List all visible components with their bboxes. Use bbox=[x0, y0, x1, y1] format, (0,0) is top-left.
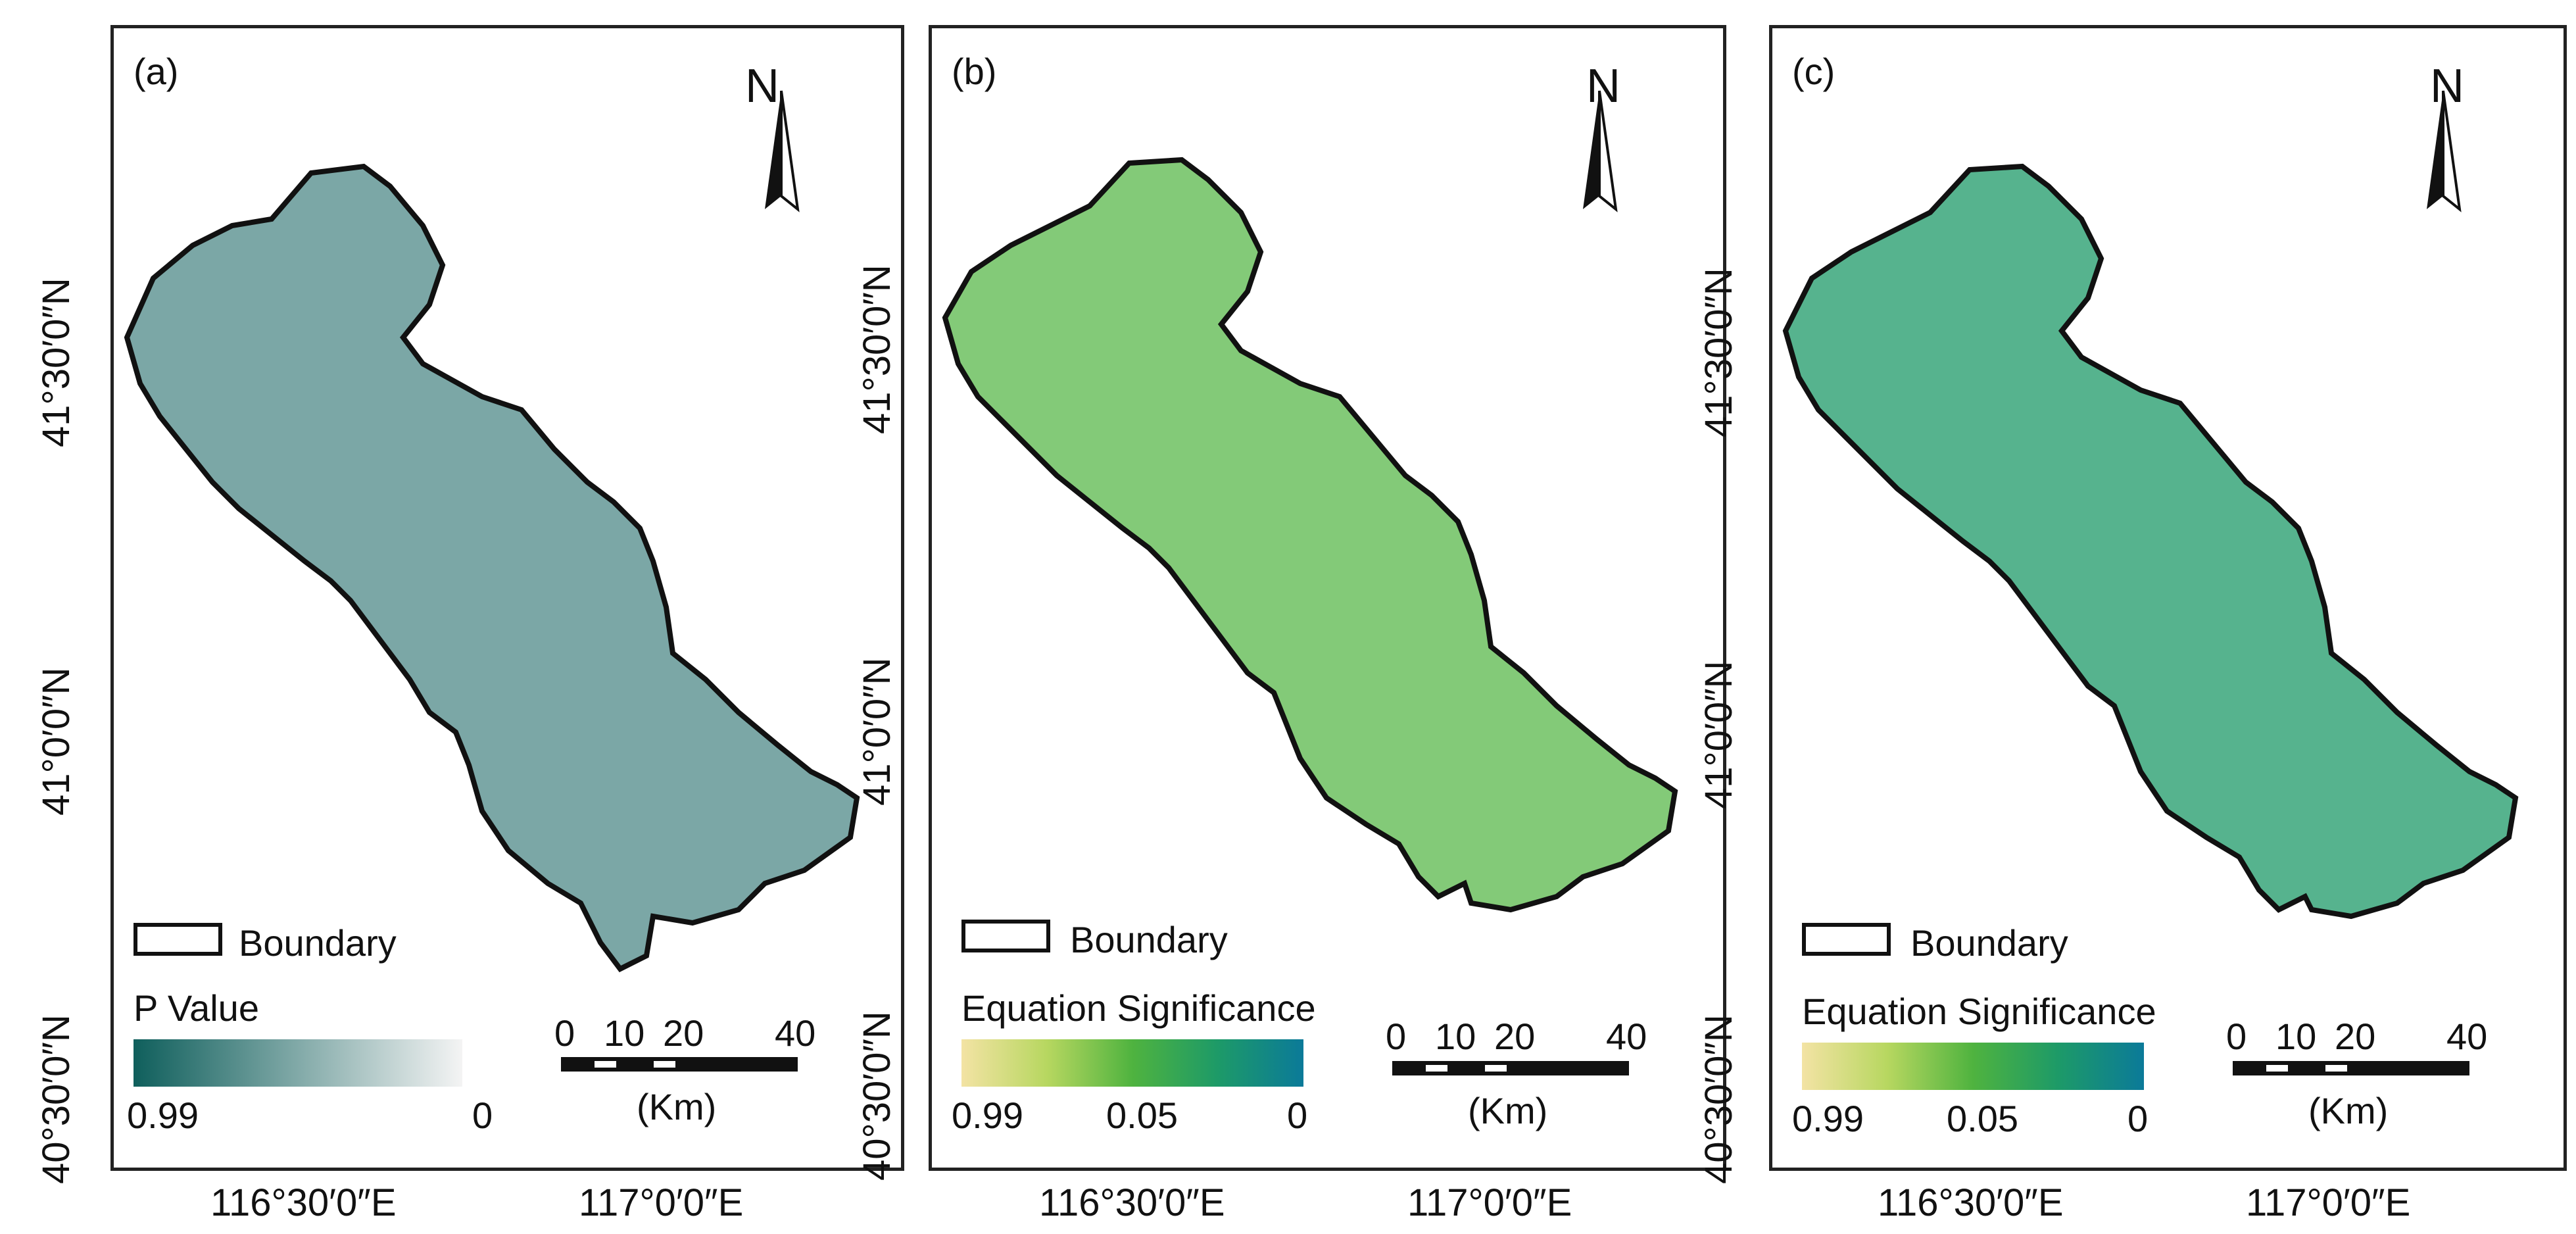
x-tick-c-2: 117°0′0″E bbox=[2246, 1181, 2411, 1224]
legend-tick-mid: 0.05 bbox=[1947, 1098, 2018, 1139]
x-tick-c-1: 116°30′0″E bbox=[1878, 1181, 2064, 1224]
legend-tick-mid: 0.05 bbox=[1106, 1095, 1178, 1136]
legend-tick-high: 0.99 bbox=[127, 1095, 199, 1136]
north-arrow-icon bbox=[1583, 90, 1618, 212]
y-tick-c-1: 41°30′0″N bbox=[1697, 268, 1740, 437]
scale-bar bbox=[561, 1057, 798, 1072]
map-canvas-a bbox=[124, 90, 860, 973]
legend-tick-high: 0.99 bbox=[1792, 1098, 1864, 1139]
boundary-swatch bbox=[961, 920, 1050, 952]
legend-title: P Value bbox=[134, 987, 259, 1029]
y-tick-c-3: 40°30′0″N bbox=[1697, 1014, 1740, 1184]
legend-tick-low: 0 bbox=[2127, 1098, 2149, 1139]
scale-tick-0: 0 bbox=[2226, 1016, 2247, 1057]
legend-boundary-label: Boundary bbox=[239, 922, 397, 964]
map-canvas-b bbox=[942, 90, 1678, 913]
color-ramp bbox=[1802, 1043, 2144, 1090]
color-ramp bbox=[134, 1039, 462, 1087]
north-label-b: N bbox=[1586, 60, 1620, 112]
scale-tick-20: 20 bbox=[663, 1012, 704, 1054]
scale-tick-0: 0 bbox=[1386, 1016, 1407, 1057]
x-tick-b-2: 117°0′0″E bbox=[1407, 1181, 1572, 1224]
north-arrow-icon bbox=[765, 90, 800, 212]
boundary-swatch bbox=[134, 923, 222, 956]
map-panel-b: (b) Boundary Equation Significance 0.99 … bbox=[929, 25, 1726, 1171]
scale-unit: (Km) bbox=[637, 1086, 717, 1127]
legend-boundary-label: Boundary bbox=[1070, 919, 1228, 960]
scale-tick-10: 10 bbox=[2275, 1016, 2317, 1057]
y-tick-b-3: 40°30′0″N bbox=[856, 1011, 898, 1181]
x-tick-a-1: 116°30′0″E bbox=[210, 1181, 397, 1224]
legend-title: Equation Significance bbox=[961, 987, 1316, 1029]
legend-tick-low: 0 bbox=[1287, 1095, 1308, 1136]
scale-tick-20: 20 bbox=[1494, 1016, 1536, 1057]
north-label-c: N bbox=[2430, 60, 2464, 112]
y-tick-a-3: 40°30′0″N bbox=[35, 1014, 78, 1184]
x-tick-b-1: 116°30′0″E bbox=[1039, 1181, 1225, 1224]
scale-tick-10: 10 bbox=[1435, 1016, 1476, 1057]
scale-tick-40: 40 bbox=[2446, 1016, 2488, 1057]
x-tick-a-2: 117°0′0″E bbox=[579, 1181, 744, 1224]
north-arrow-icon bbox=[2427, 90, 2462, 212]
y-tick-c-2: 41°0′0″N bbox=[1697, 660, 1740, 809]
y-tick-a-2: 41°0′0″N bbox=[35, 667, 78, 816]
legend-tick-high: 0.99 bbox=[952, 1095, 1023, 1136]
scale-unit: (Km) bbox=[1468, 1090, 1548, 1131]
north-label-a: N bbox=[745, 60, 779, 112]
scale-tick-10: 10 bbox=[604, 1012, 645, 1054]
basin-raster-a bbox=[124, 163, 860, 973]
legend-title: Equation Significance bbox=[1802, 991, 2156, 1032]
legend-boundary-label: Boundary bbox=[1910, 922, 2068, 964]
scale-tick-20: 20 bbox=[2335, 1016, 2376, 1057]
map-canvas-c bbox=[1782, 90, 2519, 920]
scale-tick-0: 0 bbox=[554, 1012, 575, 1054]
scale-unit: (Km) bbox=[2308, 1090, 2389, 1131]
panel-label: (b) bbox=[952, 51, 997, 92]
y-tick-b-2: 41°0′0″N bbox=[856, 657, 898, 806]
map-panel-c: (c) Boundary Equation Significance 0.99 … bbox=[1769, 25, 2567, 1171]
scale-tick-40: 40 bbox=[1606, 1016, 1647, 1057]
y-tick-b-1: 41°30′0″N bbox=[856, 264, 898, 434]
scale-bar bbox=[1392, 1061, 1629, 1075]
color-ramp bbox=[961, 1039, 1303, 1087]
basin-raster-c bbox=[1782, 163, 2519, 920]
panel-label: (c) bbox=[1792, 51, 1835, 92]
boundary-swatch bbox=[1802, 923, 1891, 956]
scale-tick-40: 40 bbox=[775, 1012, 816, 1054]
y-tick-a-1: 41°30′0″N bbox=[35, 278, 78, 447]
panel-label: (a) bbox=[134, 51, 179, 92]
basin-raster-b bbox=[942, 157, 1678, 913]
legend-tick-low: 0 bbox=[472, 1095, 493, 1136]
map-panel-a: (a) Boundary P Value 0.99 0 0 10 20 40 (… bbox=[110, 25, 904, 1171]
scale-bar bbox=[2233, 1061, 2469, 1075]
